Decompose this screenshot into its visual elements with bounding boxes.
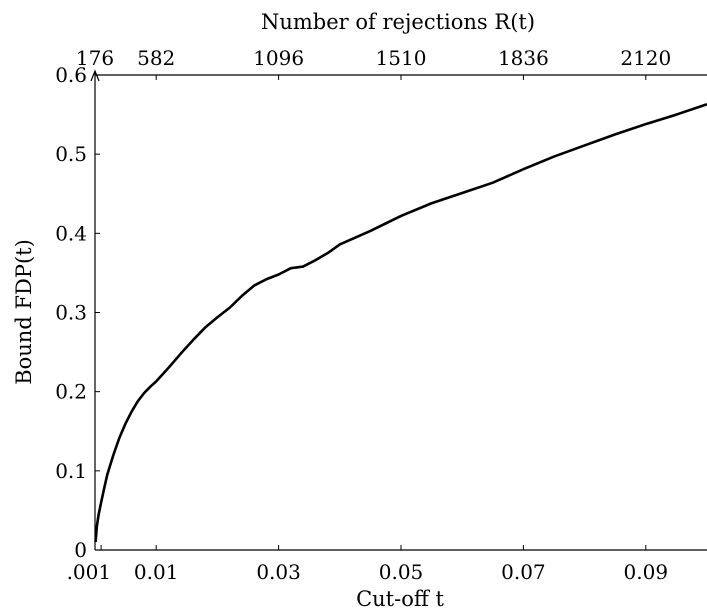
top-tick-label: 582 <box>137 46 175 70</box>
bottom-tick-label: 0.09 <box>624 560 669 584</box>
y-tick-label: 0 <box>74 538 87 562</box>
bottom-tick-label: 0.07 <box>501 560 546 584</box>
y-tick-label: 0.3 <box>55 301 87 325</box>
top-tick-label: 1096 <box>253 46 304 70</box>
y-tick-label: 0.4 <box>55 221 87 245</box>
top-tick-label: 2120 <box>620 46 671 70</box>
x-axis-title: Cut-off t <box>356 587 444 609</box>
y-tick-label: 0.5 <box>55 142 87 166</box>
top-tick-label: 1510 <box>376 46 427 70</box>
y-axis-arrow-icon <box>90 69 100 82</box>
top-tick-label: 176 <box>76 46 114 70</box>
y-tick-label: 0.2 <box>55 380 87 404</box>
top-axis-title: Number of rejections R(t) <box>261 10 535 34</box>
bottom-tick-label: 0.03 <box>256 560 301 584</box>
bottom-tick-label: 0.01 <box>134 560 179 584</box>
y-tick-label: 0.1 <box>55 459 87 483</box>
y-tick-label: 0.6 <box>55 63 87 87</box>
fdp-bound-curve <box>94 103 707 543</box>
bottom-tick-label: .001 <box>67 560 112 584</box>
top-tick-label: 1836 <box>498 46 549 70</box>
y-axis-title: Bound FDP(t) <box>12 239 36 385</box>
bottom-tick-label: 0.05 <box>379 560 424 584</box>
